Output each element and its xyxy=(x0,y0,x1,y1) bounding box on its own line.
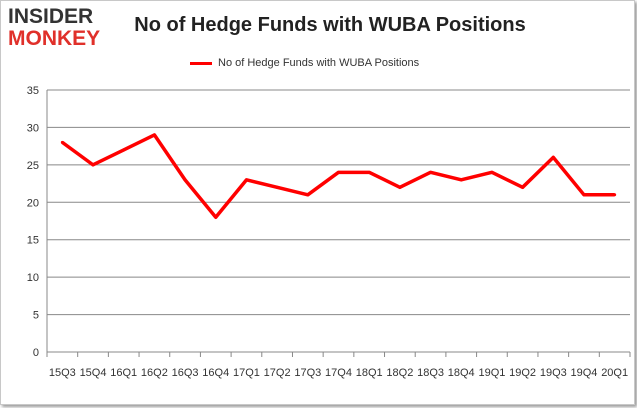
x-tick-label: 17Q1 xyxy=(233,367,260,379)
y-tick-label: 30 xyxy=(27,122,39,134)
logo-line1: INSIDER xyxy=(8,5,94,28)
legend: No of Hedge Funds with WUBA Positions xyxy=(190,57,419,69)
x-tick-label: 16Q3 xyxy=(172,367,199,379)
data-point xyxy=(91,163,95,167)
data-point xyxy=(337,170,340,174)
x-tick-label: 18Q4 xyxy=(448,367,475,379)
legend-label: No of Hedge Funds with WUBA Positions xyxy=(218,57,420,69)
y-tick-label: 25 xyxy=(27,160,39,172)
y-tick-label: 35 xyxy=(27,85,39,97)
data-point xyxy=(429,170,433,174)
x-tick-label: 17Q2 xyxy=(264,367,291,379)
data-point xyxy=(551,155,555,159)
x-tick-label: 16Q4 xyxy=(202,367,229,379)
y-tick-label: 5 xyxy=(33,310,39,322)
x-tick-label: 17Q4 xyxy=(325,367,352,379)
data-point xyxy=(398,185,402,189)
x-tick-label: 19Q1 xyxy=(478,367,505,379)
x-tick-label: 16Q1 xyxy=(110,367,137,379)
x-tick-label: 17Q3 xyxy=(294,367,321,379)
chart-title: No of Hedge Funds with WUBA Positions xyxy=(134,14,526,36)
data-point xyxy=(613,193,617,197)
insider-monkey-logo: INSIDER MONKEY xyxy=(8,6,118,54)
data-point xyxy=(459,178,463,182)
data-point xyxy=(152,133,156,137)
data-point xyxy=(306,193,310,197)
data-point xyxy=(521,185,525,189)
data-point xyxy=(214,215,218,219)
logo-line2: MONKEY xyxy=(8,27,101,50)
x-tick-label: 18Q3 xyxy=(417,367,444,379)
x-tick-label: 18Q1 xyxy=(356,367,383,379)
x-tick-label: 20Q1 xyxy=(601,367,628,379)
y-tick-label: 10 xyxy=(27,272,39,284)
x-tick-label: 19Q3 xyxy=(540,367,567,379)
data-point xyxy=(60,140,64,144)
y-tick-label: 20 xyxy=(27,197,39,209)
x-tick-label: 16Q2 xyxy=(141,367,168,379)
x-tick-label: 19Q2 xyxy=(509,367,536,379)
data-point xyxy=(244,178,248,182)
legend-swatch xyxy=(190,61,212,65)
data-point xyxy=(367,170,371,174)
x-tick-label: 18Q2 xyxy=(386,367,413,379)
x-tick-label: 15Q3 xyxy=(49,367,76,379)
data-point xyxy=(183,178,187,182)
data-point xyxy=(490,170,494,174)
y-tick-label: 0 xyxy=(33,347,39,359)
y-tick-label: 15 xyxy=(27,235,39,247)
data-point xyxy=(122,148,126,152)
x-tick-label: 15Q4 xyxy=(80,367,107,379)
x-tick-label: 19Q4 xyxy=(571,367,598,379)
series-line xyxy=(61,133,615,220)
data-point xyxy=(582,193,586,197)
data-point xyxy=(275,185,279,189)
